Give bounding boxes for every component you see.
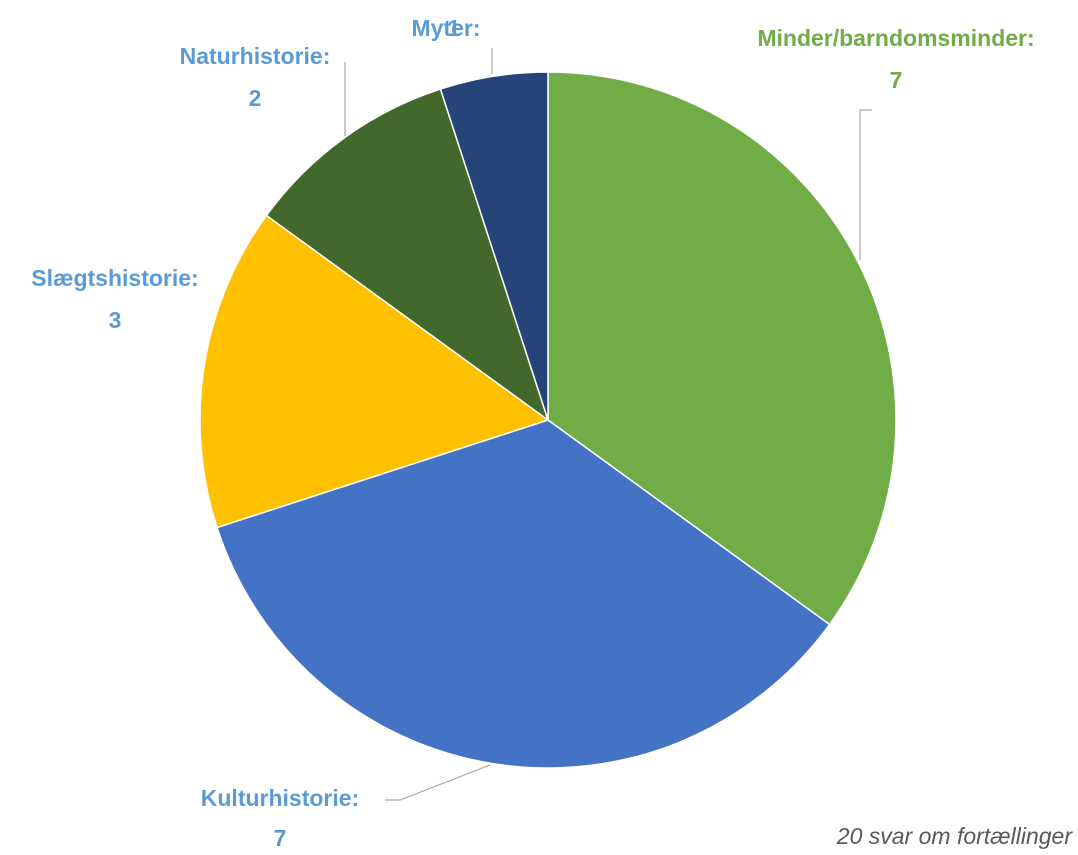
data-label-name: Minder/barndomsminder: xyxy=(757,25,1034,51)
data-label-name: Naturhistorie: xyxy=(180,43,331,69)
pie-slice xyxy=(265,88,550,422)
caption: 20 svar om fortællinger xyxy=(836,823,1074,849)
data-label-value: 7 xyxy=(274,825,287,851)
pie-slice xyxy=(216,419,831,769)
data-label-value: 3 xyxy=(109,307,122,333)
data-label-value: 1 xyxy=(448,15,461,41)
data-label-name: Slægtshistorie: xyxy=(31,265,198,291)
data-label-name: Myter: xyxy=(411,15,480,41)
data-label-name: Kulturhistorie: xyxy=(201,785,359,811)
pie-slice xyxy=(547,71,897,626)
leader-line xyxy=(385,764,491,801)
leader-line xyxy=(859,109,872,260)
data-label-value: 2 xyxy=(249,85,262,111)
pie-slice xyxy=(439,71,549,421)
data-label-value: 7 xyxy=(890,67,903,93)
pie-slice xyxy=(199,214,550,529)
